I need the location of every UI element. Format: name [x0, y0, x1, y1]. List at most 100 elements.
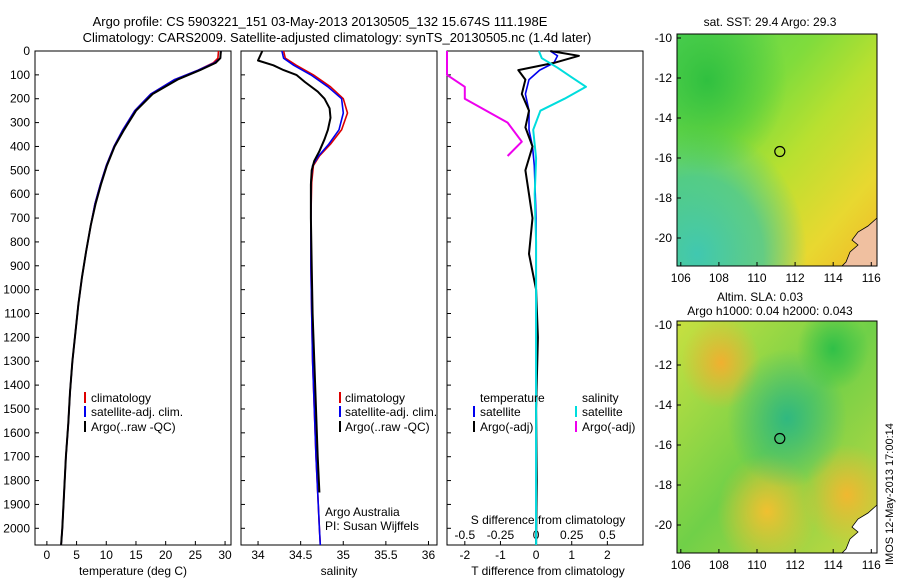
depth-tick-label: 500	[10, 163, 30, 177]
map-x-tick-label: 114	[824, 271, 843, 285]
x-tick-label: 34.5	[289, 548, 313, 562]
depth-tick-label: 600	[10, 187, 30, 201]
temperature-panel-frame	[34, 50, 232, 546]
map-x-tick-label: 110	[747, 271, 766, 285]
x-tick-label: 36	[422, 548, 436, 562]
x2-tick-label: -0.25	[487, 528, 515, 542]
legend-label-satellite: satellite-adj. clim.	[91, 405, 183, 419]
map-y-tick-label: -10	[655, 31, 673, 45]
difference-legend: temperature salinity satellite Argo(-adj…	[473, 391, 635, 434]
legend-label-s-argo: Argo(-adj)	[582, 420, 635, 434]
temperature-legend: climatology satellite-adj. clim. Argo(..…	[84, 391, 183, 434]
salinity-legend: climatology satellite-adj. clim. Argo(..…	[325, 391, 437, 533]
depth-tick-label: 1200	[3, 330, 30, 344]
x-tick-label: 15	[129, 548, 143, 562]
map-y-tick-label: -18	[655, 191, 673, 205]
sst-map-title: sat. SST: 29.4 Argo: 29.3	[704, 15, 837, 29]
sst-map-ticks: 106 108 110 112 114 116 -10 -12 -14 -16 -18 -20	[655, 31, 882, 285]
depth-tick-label: 100	[10, 68, 30, 82]
sla-map-subtitle: Argo h1000: 0.04 h2000: 0.043	[687, 304, 853, 318]
x2-tick-label: 0.5	[599, 528, 616, 542]
depth-tick-label: 1100	[4, 307, 30, 321]
x-tick-label: 10	[100, 548, 114, 562]
sla-map-ticks: 106 108 110 112 114 116 -10 -12 -14 -16 -18 -20	[655, 318, 882, 572]
map-x-tick-label: 116	[862, 271, 881, 285]
series-line-temperature-argo	[517, 50, 580, 546]
difference-panel-frame	[446, 50, 644, 546]
salinity-panel-frame	[240, 50, 438, 546]
sla-map-frame	[676, 320, 878, 554]
legend-label-satellite: satellite-adj. clim.	[345, 405, 437, 419]
depth-tick-label: 0	[23, 44, 30, 58]
difference-x2label: S difference from climatology	[471, 513, 626, 527]
legend-group-salinity: salinity	[582, 391, 619, 405]
difference-xlabel: T difference from climatology	[471, 564, 625, 578]
depth-tick-label: 900	[10, 259, 30, 273]
sla-map-title: Altim. SLA: 0.03	[717, 290, 803, 304]
sla-map	[676, 320, 878, 554]
sst-argo-location-marker	[774, 145, 786, 158]
x-tick-label: 0	[44, 548, 51, 562]
x-tick-label: 34	[251, 548, 265, 562]
map-y-tick-label: -20	[655, 518, 673, 532]
legend-label-t-satellite: satellite	[480, 405, 521, 419]
x-tick-label: 0	[533, 548, 540, 562]
map-y-tick-label: -14	[655, 111, 673, 125]
map-x-tick-label: 114	[824, 558, 843, 572]
depth-tick-label: 1600	[3, 426, 30, 440]
x-tick-label: 30	[218, 548, 232, 562]
sla-cool-region-2	[677, 321, 877, 553]
x-tick-label: 20	[159, 548, 173, 562]
legend-label-s-satellite: satellite	[582, 405, 623, 419]
series-line-salinity-argo	[446, 51, 523, 157]
depth-tick-label: 700	[10, 211, 30, 225]
axes-ticks: 0100200300400500600700800900100011001200…	[3, 44, 616, 562]
salinity-annotation-1: Argo Australia	[325, 505, 400, 519]
map-y-tick-label: -14	[655, 398, 673, 412]
x2-tick-label: 0.25	[560, 528, 584, 542]
salinity-xlabel: salinity	[321, 564, 358, 578]
x-tick-label: 5	[73, 548, 80, 562]
map-x-tick-label: 106	[671, 558, 691, 572]
x-tick-label: 35.5	[374, 548, 398, 562]
legend-label-argo: Argo(..raw -QC)	[91, 420, 176, 434]
series-line-argo	[60, 50, 222, 546]
series-line-argo	[257, 50, 332, 493]
depth-tick-label: 1000	[3, 283, 30, 297]
map-x-tick-label: 108	[709, 558, 729, 572]
x-tick-label: 1	[568, 548, 575, 562]
sla-argo-location-marker	[774, 432, 786, 445]
depth-tick-label: 2000	[3, 521, 30, 535]
footer-stamp: IMOS 12-May-2013 17:00:14	[884, 423, 896, 565]
x-tick-label: -1	[495, 548, 506, 562]
depth-tick-label: 1300	[3, 354, 30, 368]
x-tick-label: 2	[604, 548, 611, 562]
salinity-annotation-2: PI: Susan Wijffels	[325, 519, 419, 533]
map-x-tick-label: 110	[747, 558, 766, 572]
legend-group-temperature: temperature	[480, 391, 545, 405]
legend-label-climatology: climatology	[345, 391, 405, 405]
temperature-xlabel: temperature (deg C)	[79, 564, 187, 578]
map-x-tick-label: 106	[671, 271, 691, 285]
header-line1: Argo profile: CS 5903221_151 03-May-2013…	[93, 14, 548, 29]
depth-tick-label: 800	[10, 235, 30, 249]
sst-map-frame	[676, 33, 878, 267]
depth-tick-label: 1700	[3, 450, 30, 464]
legend-label-argo: Argo(..raw -QC)	[345, 420, 430, 434]
map-y-tick-label: -16	[655, 151, 673, 165]
map-x-tick-label: 108	[709, 271, 729, 285]
x-tick-label: -2	[459, 548, 470, 562]
map-y-tick-label: -12	[655, 71, 673, 85]
x2-tick-label: -0.5	[454, 528, 475, 542]
depth-tick-label: 1500	[3, 402, 30, 416]
x-tick-label: 35	[337, 548, 351, 562]
depth-tick-label: 1400	[3, 378, 30, 392]
x-tick-label: 25	[189, 548, 203, 562]
map-y-tick-label: -18	[655, 478, 673, 492]
map-x-tick-label: 112	[786, 271, 805, 285]
series-lines	[60, 50, 587, 546]
map-x-tick-label: 116	[862, 558, 881, 572]
depth-tick-label: 200	[10, 92, 30, 106]
depth-tick-label: 1900	[3, 497, 30, 511]
